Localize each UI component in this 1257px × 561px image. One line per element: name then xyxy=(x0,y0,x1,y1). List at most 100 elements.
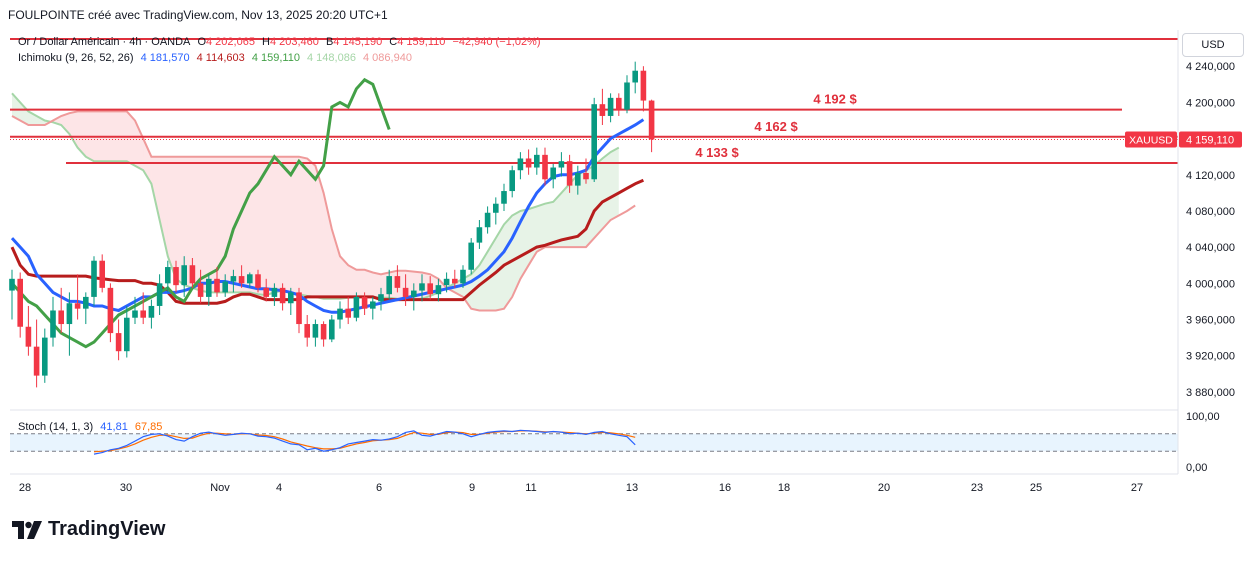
ichimoku-span-b-value: 4 086,940 xyxy=(363,52,412,64)
cloud-segment xyxy=(151,156,160,220)
last-price-label: 4 159,110 xyxy=(1186,134,1234,146)
candle-body xyxy=(33,346,40,376)
candle-body xyxy=(91,260,97,297)
candle-body xyxy=(230,276,237,282)
candles xyxy=(9,61,655,388)
candle-body xyxy=(156,283,163,306)
candle-body xyxy=(255,274,261,288)
candle-body xyxy=(9,278,15,291)
cloud-segment xyxy=(340,256,349,299)
candle-body xyxy=(583,172,589,180)
ichimoku-conversion-line xyxy=(10,118,645,314)
ichimoku-legend: Ichimoku (9, 26, 52, 26) 4 181,570 4 114… xyxy=(18,52,416,64)
candle-body xyxy=(632,70,638,83)
candle-body xyxy=(493,203,499,213)
price-chart[interactable]: 4 192 $ 4 162 $ 4 133 $ 4 240,000 4 200,000… xyxy=(0,0,1257,500)
candle-body xyxy=(640,70,647,101)
time-tick-label: 27 xyxy=(1131,482,1143,494)
candle-body xyxy=(575,172,581,186)
candle-body xyxy=(279,287,286,304)
stoch-k-value: 41,81 xyxy=(100,421,128,433)
cloud-segment xyxy=(135,120,144,171)
candle-body xyxy=(345,308,351,318)
cloud-segment xyxy=(225,156,234,293)
tradingview-logo-icon xyxy=(12,520,42,539)
price-tick-label: 4 080,000 xyxy=(1186,206,1235,218)
ichimoku-label[interactable]: Ichimoku (9, 26, 52, 26) xyxy=(18,52,134,64)
candle-body xyxy=(42,337,48,376)
close-label: C xyxy=(389,36,398,48)
cloud-segment xyxy=(536,203,545,252)
candle-body xyxy=(148,305,155,318)
time-tick-label: 11 xyxy=(525,482,536,494)
candle-body xyxy=(173,267,179,286)
tradingview-logo[interactable]: TradingView xyxy=(12,518,165,541)
candle-body xyxy=(566,161,573,186)
cloud-segment xyxy=(176,156,185,286)
candle-body xyxy=(304,324,310,338)
cloud-segment xyxy=(217,156,226,293)
cloud-segment xyxy=(520,209,529,279)
symbol-name[interactable]: Or / Dollar Américain · 4h · OANDA xyxy=(18,36,191,48)
candle-body xyxy=(222,281,228,293)
price-tick-label: 4 200,000 xyxy=(1186,97,1235,109)
cloud-segment xyxy=(249,156,258,295)
candle-body xyxy=(271,287,278,297)
open-label: O xyxy=(197,36,206,48)
candle-body xyxy=(394,276,401,288)
currency-button[interactable]: USD xyxy=(1182,33,1244,57)
cloud-segment xyxy=(331,229,340,299)
cloud-segment xyxy=(356,269,365,297)
candle-body xyxy=(427,283,433,295)
low-label: B xyxy=(325,36,334,48)
symbol-tag-box xyxy=(1125,131,1177,148)
time-tick-label: 4 xyxy=(276,482,282,494)
cloud-segment xyxy=(364,269,373,297)
candle-body xyxy=(17,278,23,327)
stoch-legend: Stoch (14, 1, 3) 41,81 67,85 xyxy=(18,421,166,433)
candle-body xyxy=(476,227,483,243)
candle-body xyxy=(181,265,187,286)
price-tick-label: 4 040,000 xyxy=(1186,242,1235,254)
cloud-segment xyxy=(569,174,578,248)
candle-body xyxy=(337,308,343,320)
price-tick-label: 4 000,000 xyxy=(1186,278,1235,290)
cloud-segment xyxy=(233,156,242,293)
time-tick-label: 30 xyxy=(120,482,132,494)
price-tick-label: 4 240,000 xyxy=(1186,61,1235,73)
cloud-segment xyxy=(323,192,332,299)
candle-body xyxy=(320,324,327,340)
candle-body xyxy=(452,278,458,284)
cloud-segment xyxy=(20,102,29,125)
cloud-segment xyxy=(372,272,381,298)
candle-body xyxy=(443,278,450,286)
stoch-label[interactable]: Stoch (14, 1, 3) xyxy=(18,421,94,433)
cloud-segment xyxy=(610,147,619,220)
candle-body xyxy=(353,296,360,318)
ichimoku-span-b-line xyxy=(11,110,636,312)
candle-body xyxy=(83,296,89,309)
close-value: 4 159,110 xyxy=(397,36,446,48)
brand-name: TradingView xyxy=(48,518,166,540)
last-price-box xyxy=(1179,131,1242,148)
change-value: −42,940 (−1,02%) xyxy=(452,36,541,48)
candle-body xyxy=(435,285,442,295)
cloud-segment xyxy=(274,156,283,293)
time-tick-label: 28 xyxy=(19,482,31,494)
candle-body xyxy=(624,82,630,110)
candle-body xyxy=(501,191,507,204)
candle-body xyxy=(140,310,146,318)
price-tick-label: 4 120,000 xyxy=(1186,170,1235,182)
cloud-segment xyxy=(69,111,78,148)
candle-body xyxy=(550,167,556,180)
cloud-segment xyxy=(266,156,275,296)
cloud-segment xyxy=(28,111,37,125)
cloud-segment xyxy=(61,113,70,135)
candle-body xyxy=(247,274,253,284)
high-value: 4 203,460 xyxy=(269,36,319,48)
candle-body xyxy=(288,292,294,304)
cloud-segment xyxy=(241,156,250,293)
candle-body xyxy=(99,260,105,288)
cloud-segment xyxy=(602,152,611,230)
cloud-segment xyxy=(184,156,193,288)
